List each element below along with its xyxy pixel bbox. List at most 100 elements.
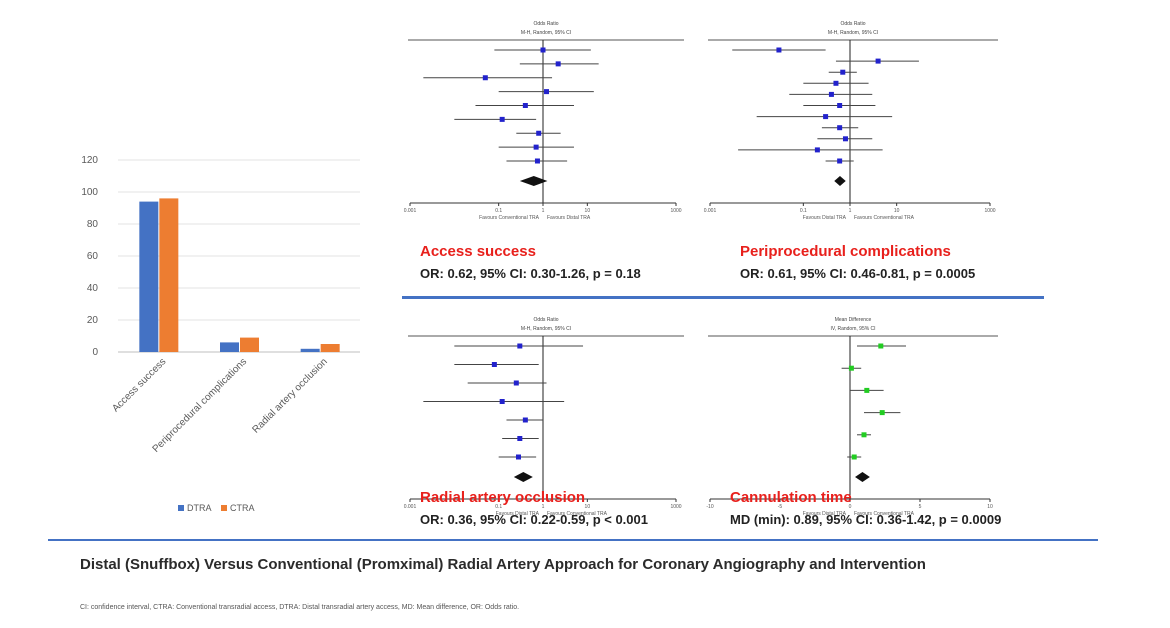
forest-title: Odds Ratio: [533, 21, 558, 27]
forest-plot-3: Odds Ratio M-H, Random, 95% CI 0.001 0.1 1 10…: [404, 317, 684, 517]
forest-tick-label: -5: [778, 504, 783, 510]
favours-left-label: Favours Conventional TRA: [479, 215, 540, 221]
forest-tick-label: 1000: [670, 208, 681, 214]
study-point-estimate: [879, 410, 885, 416]
favours-right-label: Favours Conventional TRA: [854, 215, 915, 221]
forest-tick-label: 1000: [984, 208, 995, 214]
study-point-estimate: [515, 454, 521, 460]
study-point-estimate: [491, 362, 497, 367]
forest-plot-4: Mean Difference IV, Random, 95% CI -10 -5 0 5…: [706, 317, 998, 517]
pooled-diamond: [834, 176, 846, 186]
study-point-estimate: [837, 158, 843, 164]
study-point-estimate: [814, 147, 820, 153]
outcome-stats-cannulation-time: MD (min): 0.89, 95% CI: 0.36-1.42, p = 0…: [730, 512, 1002, 527]
study-point-estimate: [499, 399, 505, 404]
y-tick-label: 60: [87, 251, 99, 262]
outcome-title-cannulation-time: Cannulation time: [730, 489, 852, 506]
study-point-estimate: [540, 47, 546, 53]
forest-title: Odds Ratio: [840, 21, 865, 27]
forest-subtitle: M-H, Random, 95% CI: [828, 30, 878, 36]
study-point-estimate: [517, 343, 523, 349]
favours-right-label: Favours Distal TRA: [547, 215, 591, 221]
favours-right-label: Favours Conventional TRA: [547, 511, 608, 517]
study-point-estimate: [848, 365, 854, 371]
study-point-estimate: [823, 114, 829, 120]
study-point-estimate: [875, 58, 881, 64]
legend-swatch-ctra: [221, 505, 227, 511]
outcome-stats-periprocedural-complications: OR: 0.61, 95% CI: 0.46-0.81, p = 0.0005: [740, 266, 976, 281]
bar-dtra: [139, 201, 159, 352]
study-point-estimate: [842, 136, 848, 142]
study-point-estimate: [840, 69, 846, 75]
forest-plot-1: Odds Ratio M-H, Random, 95% CI 0.001 0.1 1 10…: [404, 21, 684, 221]
pooled-diamond: [519, 176, 548, 186]
forest-tick-label: 0.1: [800, 208, 807, 214]
favours-left-label: Favours Distal TRA: [803, 215, 847, 221]
forest-tick-label: 1: [542, 208, 545, 214]
study-point-estimate: [878, 343, 884, 349]
study-point-estimate: [555, 61, 561, 67]
caption-title: Distal (Snuffbox) Versus Conventional (P…: [80, 556, 926, 573]
study-point-estimate: [837, 103, 843, 108]
favours-right-label: Favours Conventional TRA: [854, 511, 915, 517]
study-point-estimate: [861, 432, 867, 438]
forest-tick-label: 1: [849, 208, 852, 214]
favours-left-label: Favours Distal TRA: [496, 511, 540, 517]
forest-tick-label: 5: [919, 504, 922, 510]
study-point-estimate: [482, 75, 488, 81]
pooled-diamond: [513, 472, 533, 482]
y-tick-label: 100: [81, 187, 98, 198]
forest-tick-label: 10: [585, 504, 591, 510]
study-point-estimate: [517, 436, 523, 441]
forest-tick-label: 1: [542, 504, 545, 510]
legend-label-dtra: DTRA: [187, 503, 212, 513]
bar-dtra: [300, 348, 320, 352]
forest-tick-label: 0.001: [704, 208, 717, 214]
study-point-estimate: [828, 91, 834, 97]
pooled-diamond: [855, 472, 870, 482]
forest-tick-label: 0.1: [495, 504, 502, 510]
forest-tick-label: 10: [585, 208, 591, 214]
forest-tick-label: 10: [894, 208, 900, 214]
outcome-stats-access-success: OR: 0.62, 95% CI: 0.30-1.26, p = 0.18: [420, 266, 641, 281]
caption-footnote: CI: confidence interval, CTRA: Conventio…: [80, 604, 520, 611]
study-point-estimate: [851, 454, 857, 460]
forest-tick-label: 0.001: [404, 208, 417, 214]
forest-subtitle: M-H, Random, 95% CI: [521, 30, 571, 36]
forest-tick-label: 0: [849, 504, 852, 510]
panel-divider: [402, 296, 1044, 299]
forest-plot-2: Odds Ratio M-H, Random, 95% CI 0.001 0.1 1 10…: [704, 21, 998, 221]
study-point-estimate: [544, 89, 550, 95]
forest-title: Mean Difference: [835, 317, 872, 323]
forest-tick-label: 10: [987, 504, 993, 510]
bar-ctra: [159, 198, 179, 352]
y-tick-label: 20: [87, 315, 99, 326]
study-point-estimate: [522, 417, 528, 423]
outcome-title-access-success: Access success: [420, 243, 536, 260]
study-point-estimate: [776, 47, 782, 53]
y-tick-label: 0: [92, 347, 98, 358]
bar-ctra: [240, 337, 259, 352]
favours-left-label: Favours Distal TRA: [803, 511, 847, 517]
y-tick-label: 40: [87, 283, 99, 294]
bar-ctra: [320, 344, 340, 352]
outcome-title-periprocedural-complications: Periprocedural complications: [740, 243, 951, 260]
forest-tick-label: 1000: [670, 504, 681, 510]
forest-title: Odds Ratio: [533, 317, 558, 323]
caption-divider: [48, 539, 1098, 541]
y-tick-label: 120: [81, 155, 98, 166]
study-point-estimate: [536, 130, 542, 136]
forest-tick-label: 0.1: [495, 208, 502, 214]
forest-subtitle: M-H, Random, 95% CI: [521, 326, 571, 332]
study-point-estimate: [513, 380, 519, 386]
study-point-estimate: [534, 158, 540, 164]
bar-dtra: [220, 342, 239, 352]
forest-tick-label: -10: [706, 504, 713, 510]
outcome-title-radial-artery-occlusion: Radial artery occlusion: [420, 489, 586, 506]
study-point-estimate: [833, 80, 839, 86]
forest-subtitle: IV, Random, 95% CI: [830, 326, 875, 332]
study-point-estimate: [522, 103, 528, 108]
legend-swatch-dtra: [178, 505, 184, 511]
